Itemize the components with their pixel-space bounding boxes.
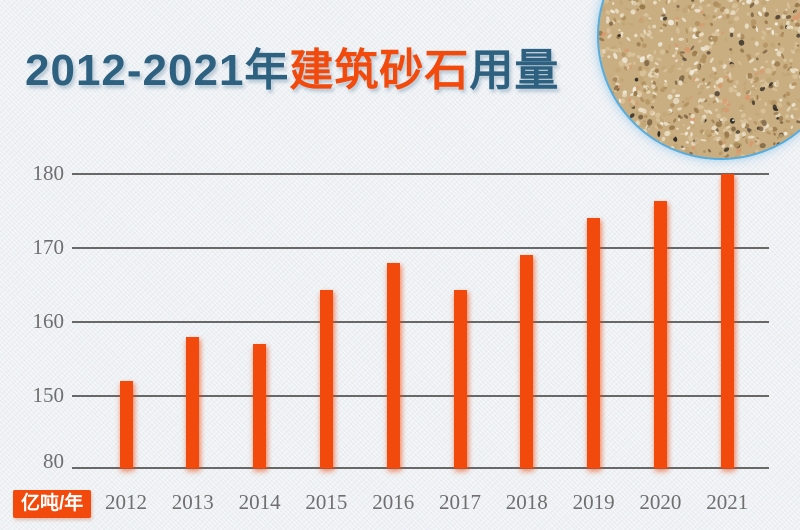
x-tick-label-2018: 2018 (505, 490, 548, 514)
bar-2013 (186, 336, 200, 468)
page-title: 2012-2021年建筑砂石用量 (25, 34, 559, 98)
gridline-80 (72, 467, 769, 469)
x-tick-label-2015: 2015 (305, 490, 348, 514)
y-tick-label-160: 160 (32, 309, 65, 333)
x-tick-label-2016: 2016 (372, 490, 415, 514)
gridline-180 (72, 173, 769, 175)
x-tick-label-2017: 2017 (439, 490, 481, 514)
y-tick-label-180: 180 (32, 161, 65, 185)
x-tick-label-2013: 2013 (171, 490, 214, 514)
bar-2021 (720, 174, 734, 468)
bar-2018 (520, 255, 534, 468)
unit-badge: 亿吨/年 (13, 490, 92, 518)
x-tick-label-2012: 2012 (105, 490, 147, 514)
bar-2019 (587, 218, 601, 468)
bar-2016 (386, 262, 400, 468)
x-tick-label-2014: 2014 (238, 490, 281, 514)
bar-2020 (653, 201, 667, 468)
bar-2015 (319, 290, 333, 468)
x-tick-label-2019: 2019 (572, 490, 615, 514)
y-tick-label-170: 170 (32, 235, 65, 259)
title-suffix: 用量 (469, 46, 560, 95)
gridline-150 (72, 395, 769, 397)
y-tick-label-80: 80 (43, 449, 64, 473)
y-tick-label-150: 150 (32, 383, 65, 407)
bar-2017 (453, 290, 467, 468)
gridline-170 (72, 247, 769, 249)
gridline-160 (72, 321, 769, 323)
title-subject: 建筑砂石 (289, 46, 470, 95)
x-tick-label-2021: 2021 (706, 490, 749, 514)
bar-2012 (119, 381, 133, 468)
title-year-range: 2012-2021年 (25, 46, 290, 95)
bar-2014 (253, 344, 267, 468)
x-tick-label-2020: 2020 (639, 490, 682, 514)
